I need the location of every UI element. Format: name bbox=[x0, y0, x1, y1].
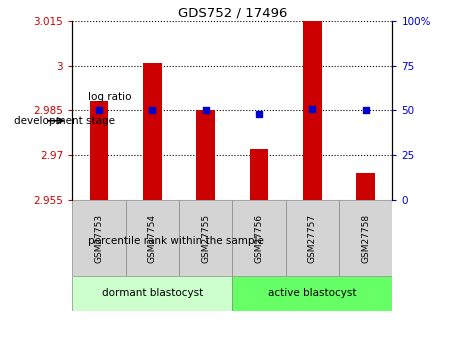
Text: GSM27753: GSM27753 bbox=[94, 214, 103, 263]
Bar bbox=[285, 200, 339, 276]
Bar bbox=[303, 21, 322, 200]
Bar bbox=[179, 200, 232, 276]
Bar bbox=[72, 276, 232, 310]
Bar bbox=[125, 200, 179, 276]
Title: GDS752 / 17496: GDS752 / 17496 bbox=[178, 7, 287, 20]
Text: GSM27757: GSM27757 bbox=[308, 214, 317, 263]
Bar bbox=[356, 173, 375, 200]
Text: development stage: development stage bbox=[14, 116, 115, 126]
Bar bbox=[339, 200, 392, 276]
Text: GSM27755: GSM27755 bbox=[201, 214, 210, 263]
Text: active blastocyst: active blastocyst bbox=[268, 288, 357, 298]
Bar bbox=[232, 276, 392, 310]
Bar bbox=[232, 200, 285, 276]
Text: log ratio: log ratio bbox=[88, 92, 131, 101]
Text: GSM27758: GSM27758 bbox=[361, 214, 370, 263]
Bar bbox=[249, 149, 268, 200]
Bar bbox=[72, 200, 125, 276]
Text: GSM27754: GSM27754 bbox=[148, 214, 156, 263]
Bar bbox=[143, 62, 161, 200]
Text: dormant blastocyst: dormant blastocyst bbox=[101, 288, 203, 298]
Bar bbox=[89, 101, 108, 200]
Text: GSM27756: GSM27756 bbox=[254, 214, 263, 263]
Bar bbox=[196, 110, 215, 200]
Text: percentile rank within the sample: percentile rank within the sample bbox=[88, 237, 264, 246]
